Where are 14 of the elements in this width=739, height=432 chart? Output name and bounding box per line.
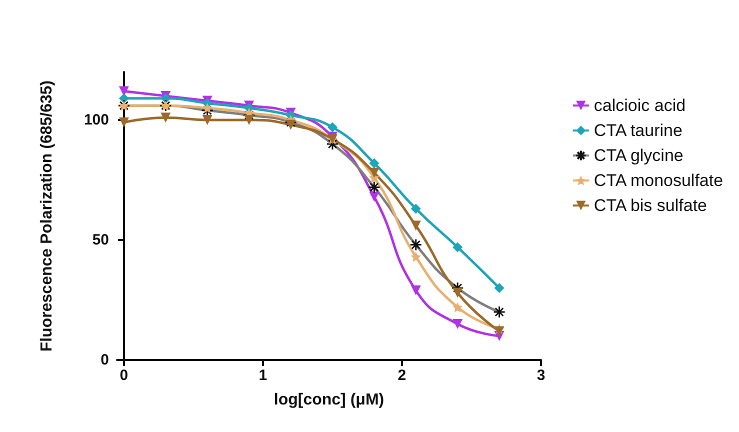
legend-label: calcioic acid — [594, 96, 686, 115]
x-tick-label: 3 — [536, 367, 546, 384]
y-tick-label: 0 — [100, 352, 109, 368]
x-tick-label: 1 — [258, 367, 268, 384]
legend-label: CTA monosulfate — [594, 171, 724, 190]
y-tick-label: 100 — [84, 112, 109, 128]
x-tick-label: 2 — [398, 367, 406, 384]
y-axis-title: Fluorescence Polarization (685/635) — [38, 80, 56, 352]
legend-label: CTA glycine — [594, 146, 684, 165]
legend-label: CTA bis sulfate — [594, 196, 708, 215]
x-axis-title: log[conc] (μM) — [274, 392, 384, 408]
x-tick-label: 0 — [120, 367, 128, 384]
y-tick-label: 50 — [92, 232, 109, 248]
legend-label: CTA taurine — [594, 121, 682, 140]
